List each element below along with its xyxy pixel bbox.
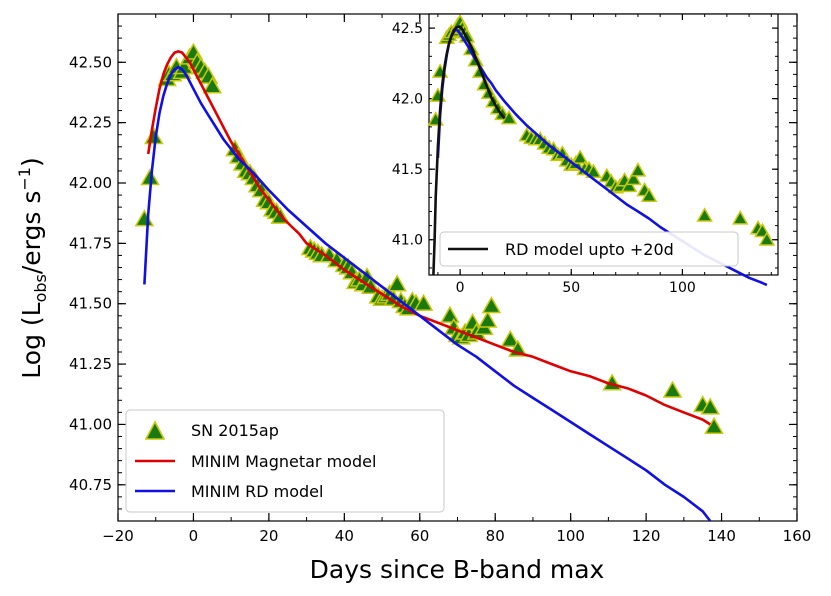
main-sn-point	[413, 293, 434, 311]
main-xtick-label: 160	[783, 527, 812, 545]
main-sn-point	[700, 397, 721, 415]
main-ytick-label: 42.25	[69, 114, 112, 132]
main-xtick-label: 120	[632, 527, 661, 545]
main-legend: SN 2015ap MINIM Magnetar model MINIM RD …	[125, 409, 445, 513]
x-axis-label: Days since B-band max	[310, 555, 605, 584]
inset-sn-point	[571, 149, 589, 164]
inset-legend-label-rd20: RD model upto +20d	[505, 240, 674, 259]
legend-label-rd: MINIM RD model	[191, 482, 323, 501]
main-sn-point	[387, 274, 407, 292]
main-ytick-label: 41.75	[69, 234, 112, 252]
inset-xtick-label: 50	[562, 280, 580, 296]
main-xtick-label: −20	[102, 527, 134, 545]
inset-plot: 0 50 100 41.0 41.5 42.0 42.5 RD model upto +20…	[392, 13, 779, 296]
inset-ticks: 0 50 100 41.0 41.5 42.0 42.5	[392, 13, 778, 296]
main-ytick-label: 41.50	[69, 295, 112, 313]
main-xtick-label: 20	[259, 527, 278, 545]
main-xtick-label: 40	[335, 527, 354, 545]
main-xtick-label: 80	[486, 527, 505, 545]
main-ytick-label: 42.00	[69, 174, 112, 192]
main-sn-point	[704, 416, 724, 434]
main-line-minim-magnetar-model	[146, 50, 711, 426]
main-ytick-label: 41.00	[69, 415, 112, 433]
inset-sn-point	[640, 187, 658, 202]
inset-sn-point	[620, 177, 638, 193]
main-sn-point	[481, 296, 502, 314]
inset-ytick-label: 42.5	[392, 21, 423, 37]
inset-xtick-label: 0	[456, 280, 465, 296]
inset-ytick-label: 41.5	[392, 162, 423, 178]
main-xtick-label: 0	[189, 527, 199, 545]
main-ytick-label: 42.50	[69, 53, 112, 71]
inset-line-rd-model-upto-20d	[432, 25, 506, 276]
main-series	[134, 42, 724, 522]
main-sn-point	[500, 329, 521, 348]
legend-label-sn2015ap: SN 2015ap	[191, 421, 279, 440]
inset-legend-frame	[439, 231, 739, 267]
legend-frame	[125, 409, 445, 513]
inset-sn-point	[758, 231, 776, 246]
main-xtick-label: 60	[410, 527, 429, 545]
inset-ytick-label: 41.0	[392, 233, 423, 249]
main-sn-point	[662, 380, 683, 398]
main-sn-point	[202, 76, 223, 94]
main-line-minim-rd-model	[143, 65, 712, 522]
main-xtick-label: 140	[707, 527, 736, 545]
main-xtick-label: 100	[556, 527, 585, 545]
main-sn-point	[440, 305, 460, 323]
inset-sn-point	[731, 210, 749, 225]
inset-sn-point	[629, 162, 647, 177]
inset-xtick-label: 100	[669, 280, 696, 296]
main-ytick-label: 40.75	[69, 476, 112, 494]
main-sn-point	[477, 310, 498, 328]
main-ytick-label: 41.25	[69, 355, 112, 373]
y-axis-label: Log (Lobs/ergs s−1)	[15, 157, 50, 378]
legend-marker-sn2015ap	[144, 420, 166, 440]
main-ticks: −20 0 20 40 60 80 100 120 140 16040.7541.0041.254…	[69, 13, 812, 545]
inset-ytick-label: 42.0	[392, 92, 423, 108]
legend-label-magnetar: MINIM Magnetar model	[191, 452, 376, 471]
inset-sn-point	[585, 163, 602, 179]
inset-sn-point	[625, 170, 642, 186]
inset-legend: RD model upto +20d	[439, 231, 739, 267]
inset-sn-point	[696, 207, 713, 222]
